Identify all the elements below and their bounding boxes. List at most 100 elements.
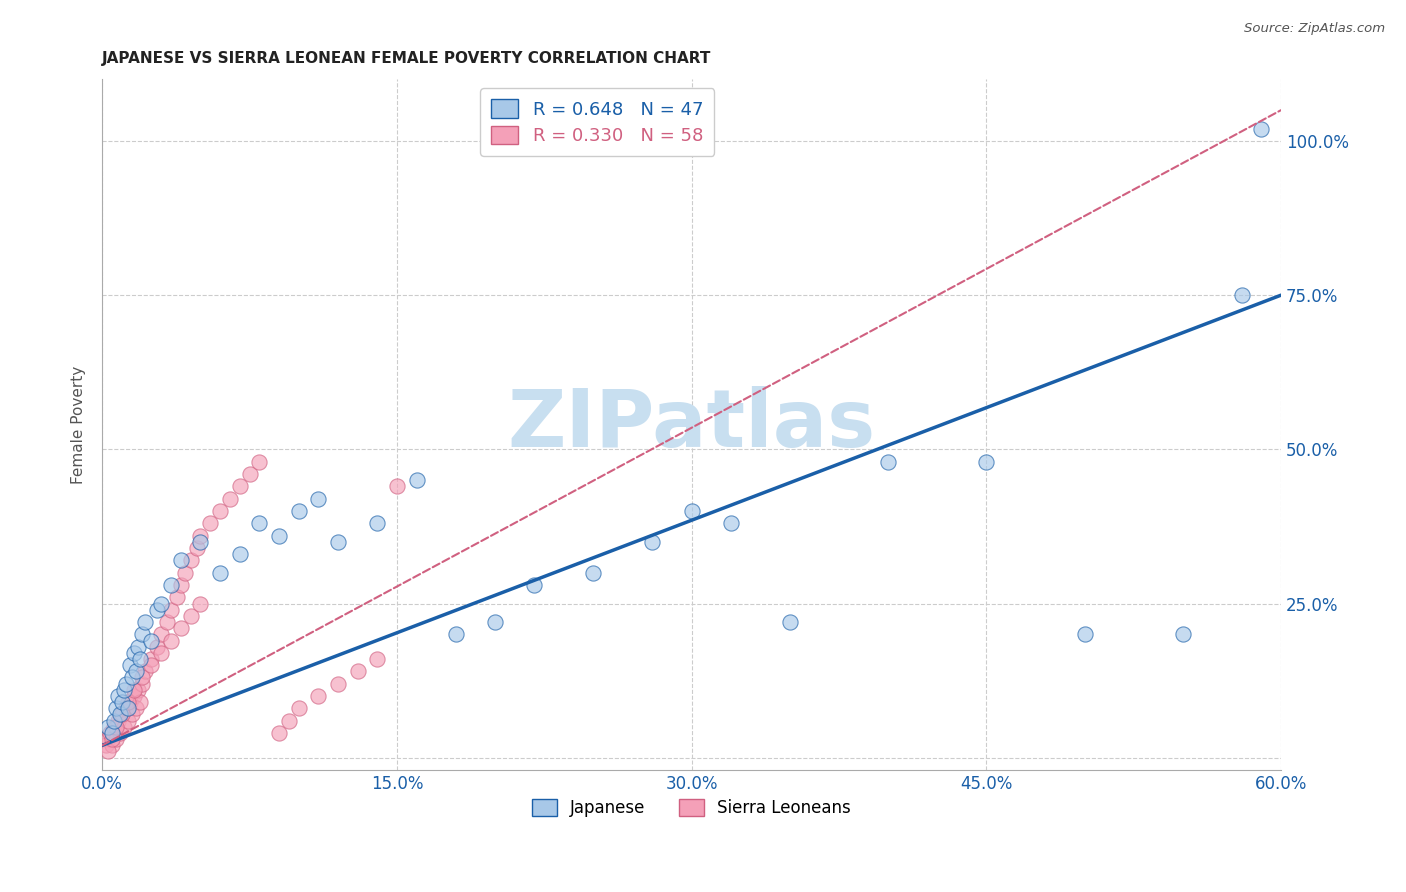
Point bbox=[101, 732, 124, 747]
Point bbox=[1250, 121, 1272, 136]
Point bbox=[104, 701, 127, 715]
Point bbox=[247, 455, 270, 469]
Point bbox=[156, 615, 179, 629]
Point bbox=[180, 553, 202, 567]
Point bbox=[1171, 627, 1194, 641]
Point bbox=[97, 744, 120, 758]
Point bbox=[484, 615, 506, 629]
Point bbox=[173, 566, 195, 580]
Point bbox=[170, 621, 193, 635]
Text: Source: ZipAtlas.com: Source: ZipAtlas.com bbox=[1244, 22, 1385, 36]
Point bbox=[134, 615, 156, 629]
Point bbox=[166, 591, 188, 605]
Point bbox=[209, 566, 232, 580]
Point bbox=[779, 615, 801, 629]
Point bbox=[190, 529, 212, 543]
Point bbox=[326, 534, 349, 549]
Point bbox=[101, 739, 124, 753]
Point bbox=[277, 714, 299, 728]
Point bbox=[131, 627, 153, 641]
Point bbox=[385, 479, 408, 493]
Point bbox=[111, 695, 134, 709]
Point bbox=[118, 658, 141, 673]
Y-axis label: Female Poverty: Female Poverty bbox=[72, 366, 86, 483]
Point bbox=[180, 608, 202, 623]
Point bbox=[94, 739, 117, 753]
Point bbox=[229, 547, 252, 561]
Point bbox=[107, 689, 129, 703]
Point bbox=[141, 658, 163, 673]
Point bbox=[124, 665, 146, 679]
Point bbox=[121, 707, 143, 722]
Text: ZIPatlas: ZIPatlas bbox=[508, 385, 876, 464]
Legend: Japanese, Sierra Leoneans: Japanese, Sierra Leoneans bbox=[526, 792, 858, 824]
Point bbox=[111, 707, 134, 722]
Point bbox=[160, 633, 183, 648]
Point bbox=[108, 707, 131, 722]
Point bbox=[346, 665, 368, 679]
Point bbox=[877, 455, 900, 469]
Point bbox=[209, 504, 232, 518]
Point bbox=[287, 504, 309, 518]
Point bbox=[150, 597, 173, 611]
Point bbox=[97, 720, 120, 734]
Point bbox=[127, 640, 149, 654]
Point bbox=[146, 640, 169, 654]
Point bbox=[118, 695, 141, 709]
Point bbox=[366, 516, 388, 531]
Point bbox=[114, 701, 136, 715]
Point bbox=[122, 646, 145, 660]
Point bbox=[103, 720, 125, 734]
Point bbox=[98, 726, 121, 740]
Point bbox=[326, 676, 349, 690]
Point bbox=[307, 689, 329, 703]
Point bbox=[150, 646, 173, 660]
Point bbox=[107, 714, 129, 728]
Point bbox=[112, 682, 135, 697]
Point bbox=[112, 720, 135, 734]
Point bbox=[141, 652, 163, 666]
Point bbox=[307, 491, 329, 506]
Point bbox=[366, 652, 388, 666]
Point bbox=[128, 652, 150, 666]
Point bbox=[1230, 288, 1253, 302]
Text: JAPANESE VS SIERRA LEONEAN FEMALE POVERTY CORRELATION CHART: JAPANESE VS SIERRA LEONEAN FEMALE POVERT… bbox=[103, 51, 711, 66]
Point bbox=[114, 676, 136, 690]
Point bbox=[124, 701, 146, 715]
Point bbox=[122, 689, 145, 703]
Point bbox=[117, 714, 139, 728]
Point bbox=[104, 720, 127, 734]
Point bbox=[111, 707, 134, 722]
Point bbox=[405, 473, 427, 487]
Point bbox=[150, 627, 173, 641]
Point bbox=[127, 682, 149, 697]
Point bbox=[121, 671, 143, 685]
Point bbox=[238, 467, 260, 481]
Point bbox=[641, 534, 664, 549]
Point bbox=[117, 695, 139, 709]
Point bbox=[200, 516, 222, 531]
Point bbox=[170, 578, 193, 592]
Point bbox=[146, 602, 169, 616]
Point bbox=[104, 732, 127, 747]
Point bbox=[134, 665, 156, 679]
Point bbox=[97, 732, 120, 747]
Point bbox=[247, 516, 270, 531]
Point bbox=[117, 701, 139, 715]
Point bbox=[190, 597, 212, 611]
Point bbox=[287, 701, 309, 715]
Point bbox=[131, 671, 153, 685]
Point bbox=[190, 534, 212, 549]
Point bbox=[103, 714, 125, 728]
Point bbox=[128, 695, 150, 709]
Point bbox=[186, 541, 208, 555]
Point bbox=[122, 682, 145, 697]
Point bbox=[170, 553, 193, 567]
Point bbox=[101, 726, 124, 740]
Point bbox=[229, 479, 252, 493]
Point bbox=[141, 633, 163, 648]
Point bbox=[681, 504, 703, 518]
Point bbox=[267, 529, 290, 543]
Point bbox=[974, 455, 997, 469]
Point bbox=[160, 602, 183, 616]
